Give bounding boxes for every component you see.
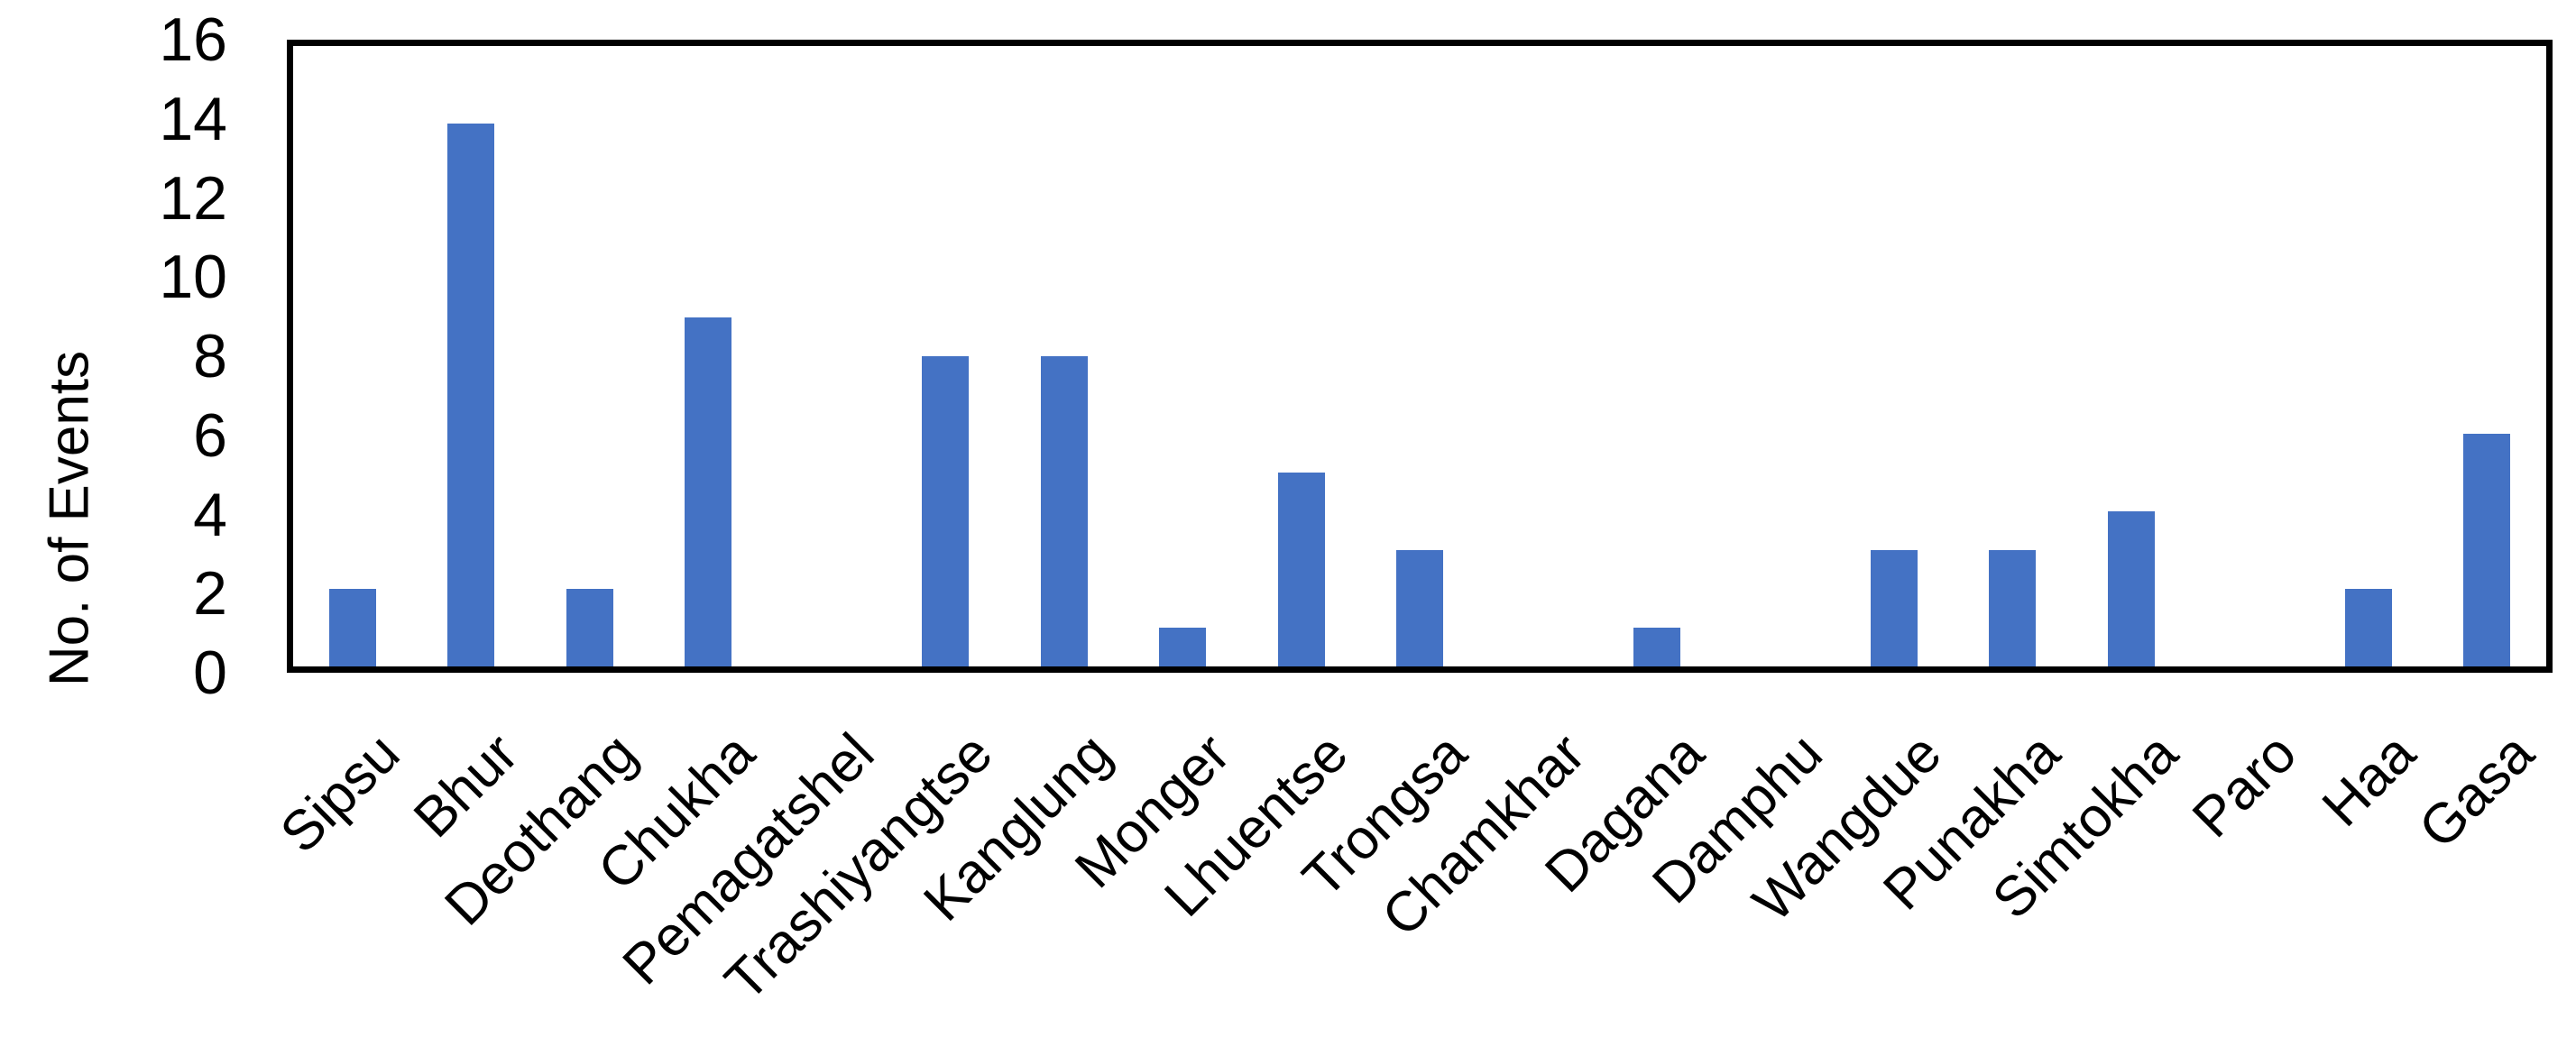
plot-area: [287, 40, 2553, 673]
x-label-gasa: Gasa: [2407, 721, 2546, 861]
x-label-paro: Paro: [2181, 721, 2309, 850]
y-tick-label-12: 12: [159, 163, 227, 233]
bar-dagana: [1633, 628, 1680, 666]
y-tick-label-16: 16: [159, 5, 227, 74]
bar-monger: [1159, 628, 1207, 666]
x-label-sipsu: Sipsu: [268, 721, 412, 866]
y-tick-label-8: 8: [193, 322, 227, 390]
y-tick-label-10: 10: [159, 243, 227, 312]
bar-trashiyangtse: [922, 356, 970, 666]
y-tick-label-4: 4: [193, 480, 227, 549]
bar-punakha: [1989, 550, 2037, 666]
x-label-haa: Haa: [2310, 721, 2428, 839]
y-tick-label-0: 0: [193, 638, 227, 707]
bar-bhur: [447, 124, 495, 666]
y-axis-tick-labels: 0 2 4 6 8 10 12 14 16: [0, 0, 227, 1047]
bar-chukha: [685, 317, 732, 666]
bar-lhuentse: [1277, 473, 1325, 666]
bar-deothang: [566, 589, 613, 666]
y-tick-label-2: 2: [193, 559, 227, 629]
y-tick-label-14: 14: [159, 84, 227, 153]
bar-wangdue: [1870, 550, 1918, 666]
bar-haa: [2344, 589, 2392, 666]
bar-kanglung: [1040, 356, 1088, 666]
y-tick-label-6: 6: [193, 400, 227, 470]
bar-trongsa: [1396, 550, 1443, 666]
bar-gasa: [2463, 434, 2511, 666]
bar-sipsu: [328, 589, 376, 666]
bar-simtokha: [2107, 511, 2155, 666]
